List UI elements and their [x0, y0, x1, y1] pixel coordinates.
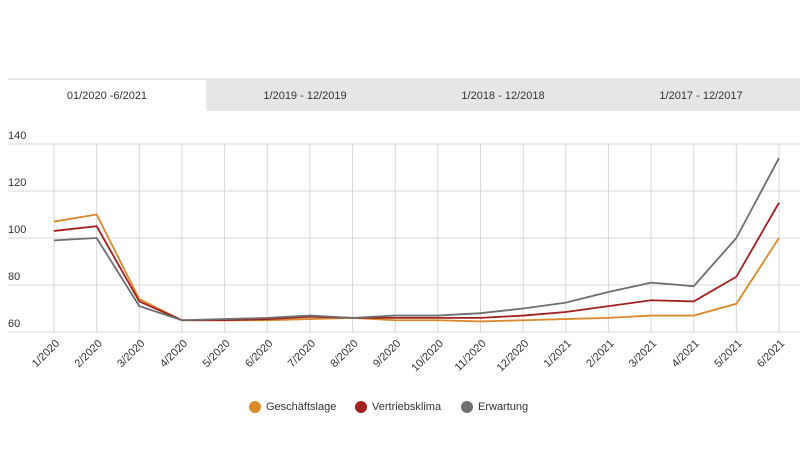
legend-marker[interactable] — [461, 401, 473, 413]
y-tick-label: 80 — [8, 271, 20, 283]
tab-label[interactable]: 1/2018 - 12/2018 — [461, 90, 544, 102]
x-tick-label: 9/2020 — [371, 338, 403, 370]
x-tick-label: 3/2021 — [627, 338, 659, 370]
x-tick-label: 3/2020 — [115, 338, 147, 370]
series-line — [53, 213, 780, 323]
x-tick-label: 1/2020 — [30, 338, 62, 370]
legend-marker[interactable] — [249, 401, 261, 413]
series-line — [53, 202, 780, 322]
legend-label[interactable]: Vertriebsklima — [372, 401, 442, 413]
x-tick-label: 10/2020 — [409, 338, 446, 375]
x-tick-label: 1/2021 — [542, 338, 574, 370]
x-tick-label: 4/2020 — [158, 338, 190, 370]
y-tick-label: 100 — [8, 224, 26, 236]
active-tab[interactable] — [8, 80, 206, 113]
x-tick-label: 2/2020 — [73, 338, 105, 370]
y-tick-label: 140 — [8, 130, 26, 142]
x-tick-label: 5/2021 — [712, 338, 744, 370]
x-tick-label: 4/2021 — [670, 338, 702, 370]
tab-label[interactable]: 1/2019 - 12/2019 — [263, 90, 346, 102]
x-tick-label: 6/2021 — [755, 338, 787, 370]
x-tick-label: 11/2020 — [453, 338, 489, 374]
x-tick-label: 8/2020 — [328, 338, 360, 370]
x-tick-label: 6/2020 — [243, 338, 275, 370]
tab-label[interactable]: 01/2020 -6/2021 — [67, 90, 147, 102]
legend-label[interactable]: Geschäftslage — [266, 401, 336, 413]
tab-label[interactable]: 1/2017 - 12/2017 — [659, 90, 742, 102]
y-tick-label: 120 — [8, 177, 26, 189]
legend-label[interactable]: Erwartung — [478, 401, 528, 413]
x-tick-label: 12/2020 — [495, 338, 532, 375]
series-line — [53, 157, 780, 322]
y-tick-label: 60 — [8, 318, 20, 330]
x-tick-label: 2/2021 — [584, 338, 616, 370]
x-tick-label: 5/2020 — [200, 338, 232, 370]
x-tick-label: 7/2020 — [286, 338, 318, 370]
legend-marker[interactable] — [355, 401, 367, 413]
